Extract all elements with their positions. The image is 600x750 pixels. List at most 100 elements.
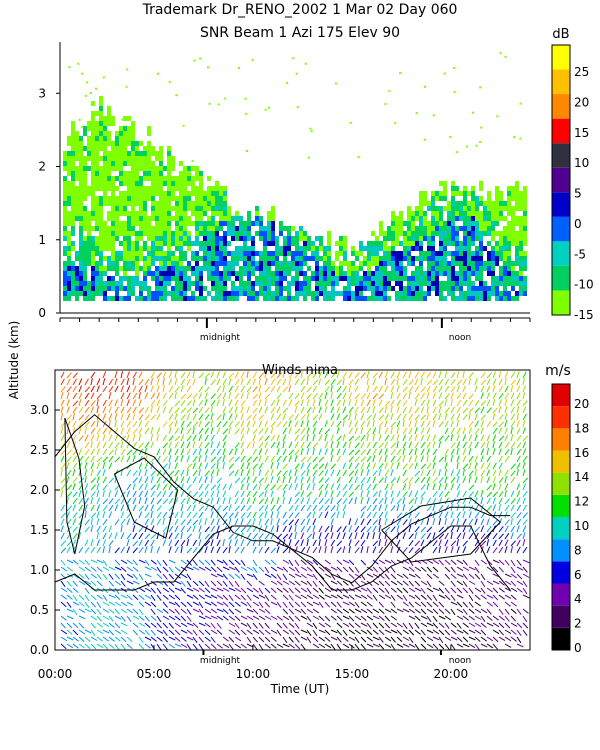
snr-cell [251, 256, 255, 261]
snr-cell [75, 201, 79, 206]
snr-cell [451, 226, 455, 231]
wind-stroke [252, 497, 256, 505]
wind-stroke [450, 477, 456, 484]
wind-stroke [222, 580, 228, 587]
snr-cell [207, 231, 211, 236]
wind-stroke [270, 566, 278, 572]
snr-cell [167, 276, 171, 281]
snr-cell [259, 261, 263, 266]
snr-cell [71, 246, 75, 251]
snr-cell [99, 276, 103, 281]
wind-stroke [462, 407, 469, 414]
snr-cell [75, 171, 79, 176]
wind-stroke [450, 434, 454, 442]
snr-cell [435, 271, 439, 276]
wind-stroke [84, 587, 90, 594]
wind-stroke [486, 532, 492, 540]
snr-cell [431, 256, 435, 261]
snr-cell [199, 281, 203, 286]
wind-stroke [342, 504, 347, 512]
snr-cell [251, 236, 255, 241]
wind-stroke [258, 378, 261, 386]
wind-stroke [360, 406, 366, 414]
wind-stroke [372, 470, 378, 477]
wind-stroke [288, 643, 295, 649]
snr-noise-dot [466, 145, 469, 148]
snr-noise-dot [310, 130, 313, 133]
snr-cell [231, 216, 235, 221]
wind-stroke [468, 587, 474, 594]
snr-cell [163, 176, 167, 181]
wind-stroke [432, 518, 436, 526]
snr-cell [131, 126, 135, 131]
wind-stroke [84, 539, 89, 547]
snr-cell [75, 256, 79, 261]
wind-stroke [402, 477, 409, 484]
snr-cell [87, 186, 91, 191]
snr-cell [411, 246, 415, 251]
wind-stroke [258, 629, 265, 636]
snr-cell [99, 206, 103, 211]
wind-stroke [162, 594, 169, 600]
wind-stroke [102, 566, 110, 571]
wind-stroke [84, 643, 91, 650]
snr-cell [303, 271, 307, 276]
wind-stroke [300, 420, 304, 428]
snr-cell [147, 161, 151, 166]
wind-stroke [246, 539, 252, 547]
snr-cell [111, 211, 115, 216]
wind-stroke [294, 420, 299, 428]
wind-stroke [102, 434, 106, 442]
snr-cell [299, 291, 303, 296]
snr-colorbar-cell [552, 241, 570, 266]
wind-stroke [150, 385, 154, 393]
wind-stroke [72, 400, 79, 407]
snr-cell [139, 296, 143, 301]
wind-stroke [66, 406, 70, 414]
wind-stroke [120, 504, 125, 512]
wind-stroke [288, 519, 294, 526]
snr-cell [451, 296, 455, 301]
snr-cell [343, 286, 347, 291]
wind-stroke [468, 643, 476, 649]
snr-cell [127, 286, 131, 291]
wind-stroke [402, 434, 407, 442]
snr-cell [99, 291, 103, 296]
snr-cell [435, 276, 439, 281]
wind-stroke [486, 539, 490, 547]
snr-cell [423, 226, 427, 231]
snr-cell [87, 231, 91, 236]
wind-stroke [366, 622, 372, 629]
snr-cell [431, 216, 435, 221]
wind-stroke [210, 594, 218, 599]
snr-cell [291, 241, 295, 246]
snr-cell [283, 246, 287, 251]
wind-stroke [300, 470, 306, 477]
snr-noise-dot [68, 66, 71, 69]
snr-cell [399, 256, 403, 261]
wind-stroke [192, 547, 198, 554]
wind-stroke [156, 448, 161, 456]
wind-stroke [270, 385, 276, 393]
wind-stroke [162, 518, 165, 526]
wind-stroke [294, 400, 300, 407]
wind-stroke [306, 601, 314, 607]
snr-cell [191, 211, 195, 216]
wind-stroke [348, 441, 352, 449]
wind-stroke [120, 441, 124, 449]
wind-stroke [426, 629, 434, 634]
wind-stroke [348, 385, 351, 393]
wind-stroke [372, 483, 377, 491]
wind-stroke [474, 428, 480, 435]
snr-cell [479, 201, 483, 206]
snr-cell [423, 211, 427, 216]
snr-cell [351, 281, 355, 286]
wind-stroke [186, 400, 192, 407]
wind-stroke [372, 532, 375, 540]
snr-cell [335, 276, 339, 281]
wind-stroke [138, 483, 144, 491]
snr-noise-dot [479, 86, 482, 89]
snr-cell [295, 281, 299, 286]
snr-cell [67, 276, 71, 281]
